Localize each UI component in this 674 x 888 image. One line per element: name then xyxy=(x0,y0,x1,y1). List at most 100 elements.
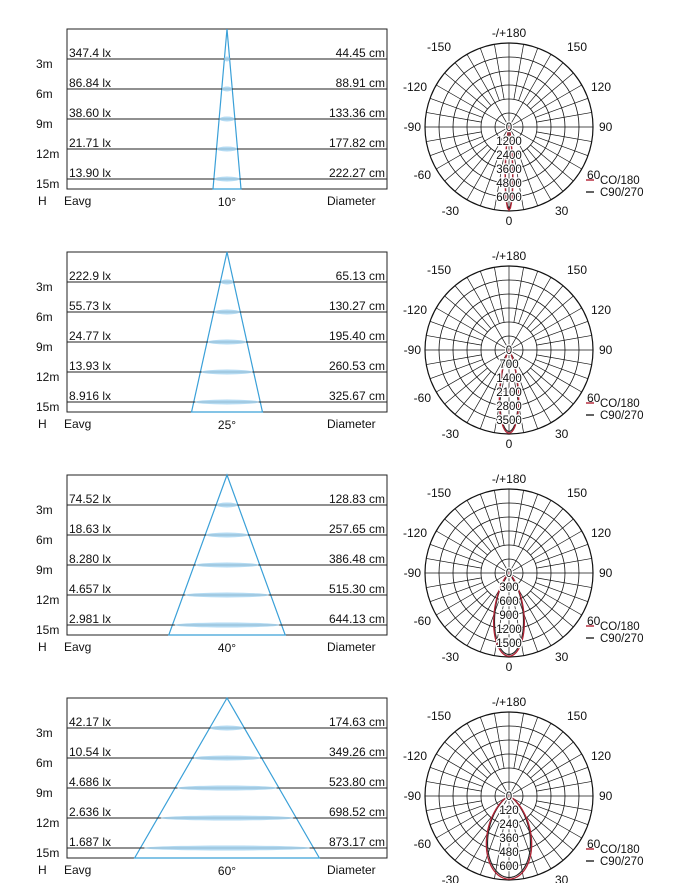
polar-spoke xyxy=(518,493,539,547)
polar-spoke xyxy=(508,753,582,797)
light-spot xyxy=(206,532,248,538)
polar-angle-label: 90 xyxy=(599,120,613,134)
polar-spoke xyxy=(508,349,552,423)
polar-spoke xyxy=(466,277,510,351)
polar-radial-label: 3600 xyxy=(496,164,522,176)
polar-spoke xyxy=(535,136,589,157)
polar-radial-label: 360 xyxy=(499,833,518,845)
row-height: 9m xyxy=(36,563,53,577)
header-illuminance: Eavg xyxy=(64,863,91,877)
polar-spoke xyxy=(508,126,552,200)
light-spot xyxy=(221,86,233,92)
light-spot xyxy=(216,502,238,508)
polar-radial-label: 1400 xyxy=(496,373,522,385)
polar-spoke xyxy=(536,335,592,346)
polar-spoke xyxy=(429,359,483,380)
polar-radial-label: 900 xyxy=(499,610,518,622)
row-diameter: 257.65 cm xyxy=(329,522,385,536)
polar-spoke xyxy=(513,267,524,323)
polar-spoke xyxy=(536,781,592,792)
polar-diagram: -/+180-150 150-120 120-90 90-60 60-30 3000300… xyxy=(403,472,644,674)
polar-spoke xyxy=(530,72,574,110)
row-height: 9m xyxy=(36,786,53,800)
row-height: 6m xyxy=(36,756,53,770)
polar-angle-label: -150 xyxy=(427,40,451,54)
polar-spoke xyxy=(536,354,592,365)
polar-angle-label: -90 xyxy=(404,789,422,803)
polar-spoke xyxy=(508,307,582,351)
polar-radial-label: 3500 xyxy=(496,415,522,427)
polar-spoke xyxy=(426,131,482,142)
polar-spoke xyxy=(466,54,510,128)
polar-angle-label: 150 xyxy=(567,40,587,54)
polar-spoke xyxy=(454,817,492,861)
polar-spoke xyxy=(513,600,524,656)
polar-spoke xyxy=(535,805,589,826)
polar-angle-label: -/+180 xyxy=(492,249,527,263)
polar-angle-label: 120 xyxy=(591,526,611,540)
polar-angle-label: -120 xyxy=(403,303,427,317)
beam-angle-label: 25° xyxy=(218,418,236,432)
polar-angle-label: -150 xyxy=(427,263,451,277)
polar-angle-label: 90 xyxy=(599,789,613,803)
legend-label: CO/180 xyxy=(600,175,640,187)
row-diameter: 515.30 cm xyxy=(329,582,385,596)
row-diameter: 65.13 cm xyxy=(336,269,385,283)
polar-radial-label: 2800 xyxy=(496,401,522,413)
polar-angle-label: 150 xyxy=(567,486,587,500)
polar-spoke xyxy=(454,371,492,415)
header-height: H xyxy=(38,417,47,431)
polar-angle-label: -120 xyxy=(403,749,427,763)
polar-spoke xyxy=(454,508,492,552)
polar-diagram: -/+180-150150-120120-9090-6060-303000120… xyxy=(403,695,644,888)
polar-spoke xyxy=(508,500,552,574)
light-spot xyxy=(177,785,277,791)
polar-radial-label: 1500 xyxy=(496,638,522,650)
light-spot xyxy=(143,845,311,851)
row-diameter: 88.91 cm xyxy=(336,76,385,90)
row-illuminance: 42.17 lx xyxy=(69,715,111,729)
header-diameter: Diameter xyxy=(327,640,376,654)
beam-cone xyxy=(167,473,287,636)
polar-radial-label: 480 xyxy=(499,847,518,859)
polar-spoke xyxy=(535,543,589,564)
polar-radial-label: 240 xyxy=(499,819,518,831)
polar-angle-label: -60 xyxy=(414,168,432,182)
row-height: 3m xyxy=(36,503,53,517)
polar-spoke xyxy=(479,270,500,324)
polar-angle-label: 60 xyxy=(587,837,601,851)
row-height: 15m xyxy=(36,846,59,860)
polar-spoke xyxy=(518,599,539,653)
light-spot xyxy=(216,146,238,152)
polar-spoke xyxy=(429,97,483,118)
polar-spoke xyxy=(436,795,510,839)
curve-c0-180 xyxy=(498,349,520,434)
polar-spoke xyxy=(535,359,589,380)
beam-angle-label: 10° xyxy=(218,195,236,209)
polar-spoke xyxy=(444,295,488,333)
polar-spoke xyxy=(530,518,574,556)
polar-spoke xyxy=(530,741,574,779)
polar-spoke xyxy=(535,320,589,341)
polar-angle-label: -60 xyxy=(414,391,432,405)
polar-radial-label: 300 xyxy=(499,582,518,594)
beam-angle-label: 60° xyxy=(218,864,236,878)
polar-angle-label: 30 xyxy=(555,650,569,664)
row-diameter: 349.26 cm xyxy=(329,745,385,759)
polar-angle-label: 30 xyxy=(555,427,569,441)
row-height: 12m xyxy=(36,816,59,830)
polar-spoke xyxy=(508,84,582,128)
polar-spoke xyxy=(429,136,483,157)
polar-angle-label: -/+180 xyxy=(492,695,527,709)
polar-spoke xyxy=(518,822,539,876)
polar-spoke xyxy=(429,805,483,826)
polar-spoke xyxy=(479,493,500,547)
row-diameter: 44.45 cm xyxy=(336,46,385,60)
header-height: H xyxy=(38,194,47,208)
polar-spoke xyxy=(436,126,510,170)
header-height: H xyxy=(38,640,47,654)
polar-spoke xyxy=(454,285,492,329)
row-height: 3m xyxy=(36,726,53,740)
polar-spoke xyxy=(429,543,483,564)
row-diameter: 386.48 cm xyxy=(329,552,385,566)
